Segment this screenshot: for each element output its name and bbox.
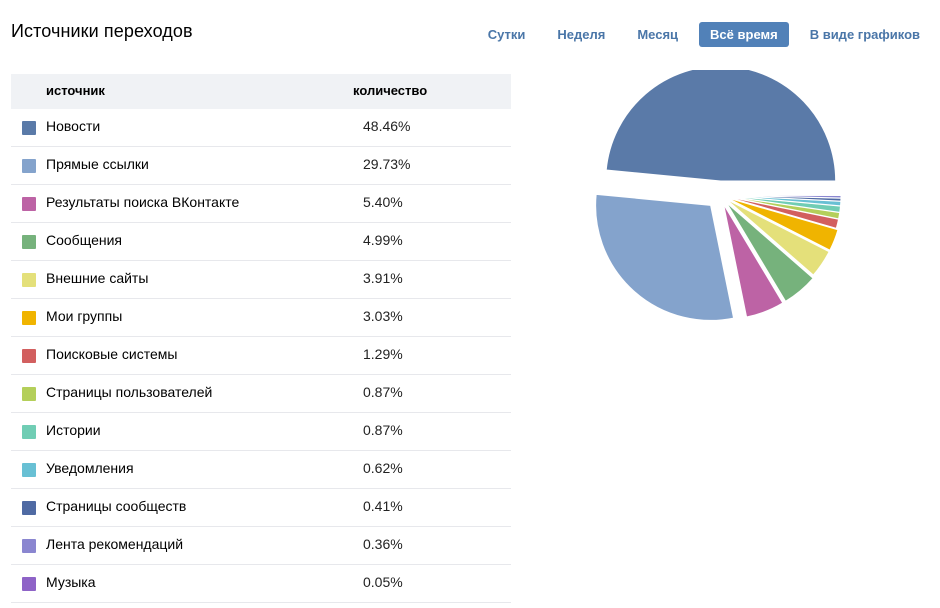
- pie-svg: [595, 70, 842, 321]
- source-name: Страницы пользователей: [46, 384, 213, 400]
- legend-swatch: [22, 121, 36, 135]
- pie-slice[interactable]: [727, 197, 839, 251]
- legend-swatch: [22, 425, 36, 439]
- table-row: Истории 0.87%: [11, 413, 511, 451]
- table-row: Музыка 0.05%: [11, 565, 511, 603]
- legend-swatch: [22, 197, 36, 211]
- pie-chart: [580, 70, 880, 350]
- tab-day[interactable]: Сутки: [487, 27, 526, 42]
- source-name: Мои группы: [46, 308, 123, 324]
- source-percent: 0.36%: [363, 536, 403, 552]
- source-percent: 3.91%: [363, 270, 403, 286]
- table-row: Поисковые системы 1.29%: [11, 337, 511, 375]
- table-row: Уведомления 0.62%: [11, 451, 511, 489]
- legend-swatch: [22, 311, 36, 325]
- legend-swatch: [22, 235, 36, 249]
- pie-slice[interactable]: [605, 70, 837, 182]
- source-name: Сообщения: [46, 232, 122, 248]
- table-header: источник количество: [11, 74, 511, 109]
- column-header-source: источник: [46, 83, 105, 98]
- table-row: Новости 48.46%: [11, 109, 511, 147]
- table-body: Новости 48.46% Прямые ссылки 29.73% Результа…: [11, 109, 511, 603]
- table-row: Мои группы 3.03%: [11, 299, 511, 337]
- source-name: Лента рекомендаций: [46, 536, 184, 552]
- tab-as-graphs[interactable]: В виде графиков: [809, 27, 920, 42]
- source-name: Прямые ссылки: [46, 156, 149, 172]
- source-percent: 29.73%: [363, 156, 411, 172]
- tab-month[interactable]: Месяц: [637, 27, 679, 42]
- pie-slice[interactable]: [725, 202, 814, 302]
- legend-swatch: [22, 159, 36, 173]
- source-percent: 5.40%: [363, 194, 403, 210]
- source-name: Уведомления: [46, 460, 134, 476]
- source-percent: 0.87%: [363, 422, 403, 438]
- tab-week[interactable]: Неделя: [557, 27, 606, 42]
- legend-swatch: [22, 387, 36, 401]
- source-name: Страницы сообществ: [46, 498, 187, 514]
- source-percent: 3.03%: [363, 308, 403, 324]
- table-row: Прямые ссылки 29.73%: [11, 147, 511, 185]
- source-name: Результаты поиска ВКонтакте: [46, 194, 240, 210]
- legend-swatch: [22, 577, 36, 591]
- page-title: Источники переходов: [11, 21, 193, 41]
- source-percent: 0.05%: [363, 574, 403, 590]
- legend-swatch: [22, 349, 36, 363]
- table-row: Страницы пользователей 0.87%: [11, 375, 511, 413]
- pie-slice[interactable]: [723, 204, 784, 318]
- source-percent: 0.62%: [363, 460, 403, 476]
- pie-slice[interactable]: [726, 199, 830, 276]
- table-row: Результаты поиска ВКонтакте 5.40%: [11, 185, 511, 223]
- source-name: Истории: [46, 422, 101, 438]
- table-row: Внешние сайты 3.91%: [11, 261, 511, 299]
- table-row: Сообщения 4.99%: [11, 223, 511, 261]
- period-tabs: Сутки Неделя Месяц Всё время В виде граф…: [467, 22, 920, 47]
- source-percent: 0.41%: [363, 498, 403, 514]
- legend-swatch: [22, 463, 36, 477]
- legend-swatch: [22, 273, 36, 287]
- sources-table: источник количество Новости 48.46% Прямые …: [11, 74, 511, 603]
- table-row: Страницы сообществ 0.41%: [11, 489, 511, 527]
- column-header-count: количество: [353, 83, 428, 98]
- table-row: Лента рекомендаций 0.36%: [11, 527, 511, 565]
- legend-swatch: [22, 501, 36, 515]
- source-percent: 4.99%: [363, 232, 403, 248]
- legend-swatch: [22, 539, 36, 553]
- source-name: Новости: [46, 118, 101, 134]
- source-percent: 48.46%: [363, 118, 411, 134]
- source-name: Поисковые системы: [46, 346, 178, 362]
- tab-all-time[interactable]: Всё время: [699, 22, 789, 47]
- source-name: Музыка: [46, 574, 96, 590]
- source-name: Внешние сайты: [46, 270, 149, 286]
- source-percent: 1.29%: [363, 346, 403, 362]
- source-percent: 0.87%: [363, 384, 403, 400]
- pie-slice[interactable]: [595, 193, 735, 321]
